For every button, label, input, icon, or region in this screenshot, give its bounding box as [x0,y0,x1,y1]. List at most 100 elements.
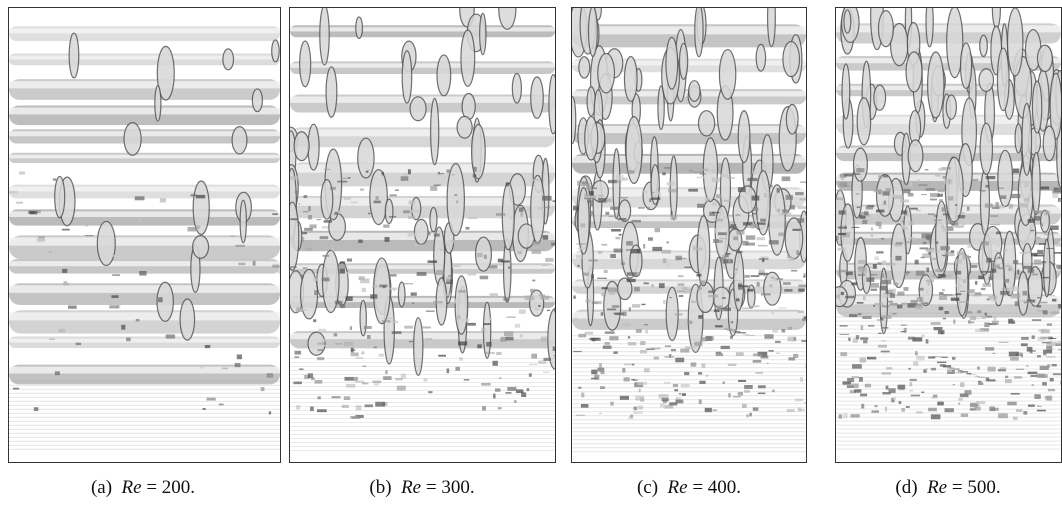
texture [36,238,44,242]
texture [674,389,678,391]
texture [196,195,205,198]
texture [842,64,850,119]
texture [782,176,791,181]
texture [654,357,659,360]
texture [804,402,806,403]
texture [16,202,23,204]
texture [1039,243,1046,245]
texture [448,275,451,276]
texture [753,207,758,211]
texture [586,186,592,190]
texture [875,303,884,305]
texture [314,290,317,295]
texture [508,266,510,268]
texture [290,176,298,180]
texture [313,278,317,282]
texture [722,255,726,259]
texture [1032,274,1038,276]
texture [1013,260,1018,264]
texture [942,289,945,291]
texture [921,392,924,393]
texture [457,116,472,138]
texture [715,240,723,242]
texture [542,196,551,201]
texture [901,408,905,412]
texture [62,229,70,231]
texture [553,244,555,246]
texture [744,390,750,393]
texture [1028,219,1035,223]
texture [995,202,998,207]
texture [572,126,806,133]
texture [446,293,452,296]
texture [873,305,875,307]
texture [433,301,442,303]
texture [1034,210,1042,213]
texture [951,298,960,301]
texture [721,346,730,349]
texture [553,346,555,350]
texture [738,392,743,396]
texture [1041,329,1050,333]
texture [981,241,989,245]
texture [862,220,867,224]
texture [778,307,787,308]
texture [322,255,329,257]
texture [771,277,775,279]
texture [996,245,1000,246]
texture [1053,373,1061,375]
texture [235,245,245,247]
texture [534,270,543,271]
texture [861,212,865,214]
texture [1011,194,1021,198]
texture [844,10,851,33]
texture [632,304,640,308]
texture [644,216,647,217]
texture [998,413,1008,418]
texture [790,205,795,209]
texture [938,194,943,197]
texture [515,324,520,328]
texture [1017,270,1019,275]
texture [624,377,630,381]
texture [295,351,302,355]
texture [769,284,772,287]
texture [986,258,992,263]
texture [944,179,953,184]
texture [951,250,954,252]
texture [642,190,647,192]
texture [252,89,262,112]
texture [648,237,653,240]
texture [529,364,537,365]
texture [733,396,741,397]
texture [1045,396,1051,399]
texture [317,349,323,351]
texture [991,250,998,251]
texture [19,171,25,174]
texture [609,290,615,294]
texture [545,258,553,262]
texture [911,395,920,397]
texture [1046,248,1054,249]
texture [675,314,682,316]
texture [848,338,850,341]
texture [881,238,884,239]
texture [975,281,977,285]
texture [841,292,844,295]
texture [9,285,280,293]
texture [957,251,965,255]
texture [856,168,864,172]
texture [664,382,670,384]
texture [63,283,69,285]
texture [873,264,877,269]
texture [783,42,800,77]
texture [871,235,873,237]
texture [577,243,587,244]
texture [786,105,798,135]
texture [857,302,864,304]
texture [237,355,242,360]
texture [1034,255,1044,257]
texture [457,315,460,319]
texture [398,282,405,307]
texture [696,177,704,179]
